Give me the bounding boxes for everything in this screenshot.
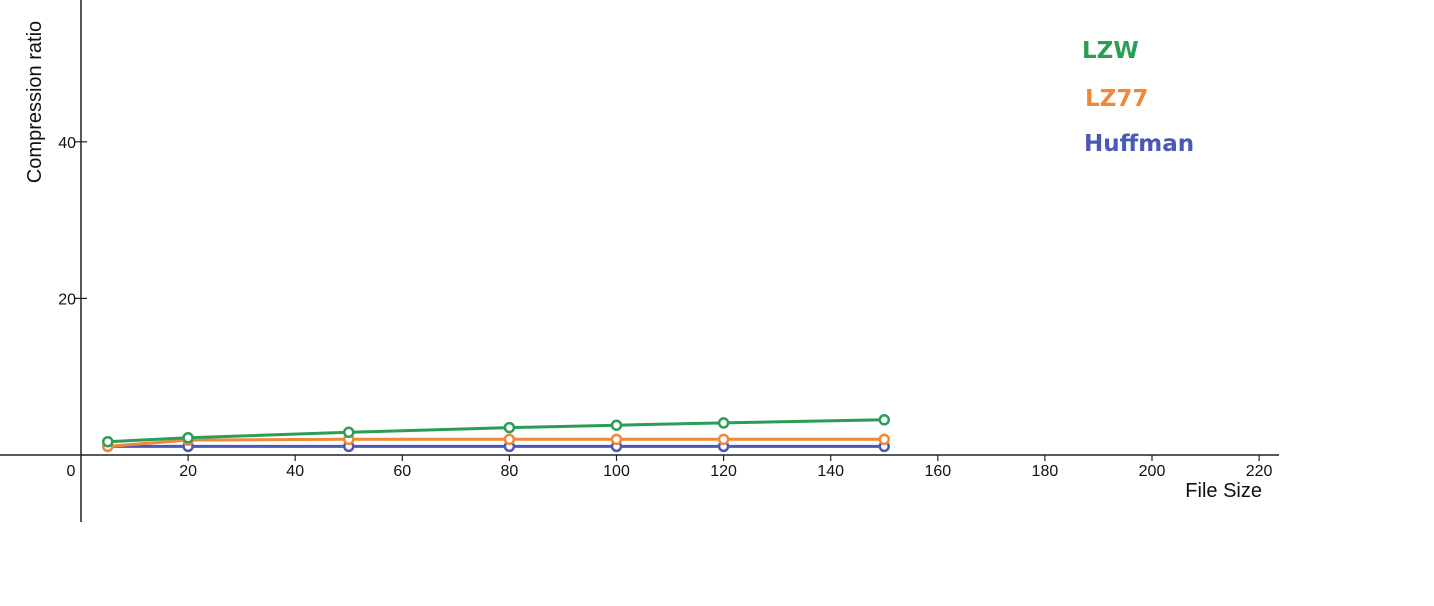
- data-point-lz77: [610, 433, 623, 446]
- legend-label-lz77: LZ77: [1085, 86, 1148, 112]
- data-point-lzw: [610, 419, 623, 431]
- y-tick-label: 40: [58, 135, 76, 152]
- x-tick-label: 140: [817, 463, 844, 480]
- x-tick-label: 220: [1246, 463, 1273, 480]
- data-point-lzw: [343, 426, 355, 439]
- legend-label-lzw: LZW: [1082, 38, 1139, 64]
- data-point-lzw: [102, 435, 114, 448]
- series-layer: [102, 414, 890, 453]
- legend-label-huffman: Huffman: [1084, 131, 1194, 157]
- data-point-lzw: [717, 417, 730, 429]
- x-axis-title: File Size: [1185, 480, 1262, 502]
- x-tick-label: 200: [1139, 463, 1166, 480]
- data-point-lz77: [878, 433, 890, 446]
- x-tick-label: 160: [924, 463, 951, 480]
- x-tick-label: 60: [393, 463, 411, 480]
- x-tick-label: 100: [603, 463, 630, 480]
- x-ticks: 20 40 60 80 100 120 140 160 180 200 220: [179, 455, 1273, 480]
- y-axis-title: Compression ratio: [24, 21, 46, 183]
- x-tick-label: 40: [286, 463, 304, 480]
- series-huffman: [102, 440, 890, 453]
- data-point-lzw: [878, 414, 890, 426]
- data-point-lz77: [503, 433, 516, 446]
- data-point-lz77: [717, 433, 730, 446]
- x-tick-label: 180: [1032, 463, 1059, 480]
- data-point-lzw: [182, 432, 194, 444]
- x-tick-label: 20: [179, 463, 197, 480]
- x-tick-label: 120: [710, 463, 737, 480]
- x-tick-label: 80: [501, 463, 519, 480]
- data-point-lzw: [503, 421, 516, 434]
- series-lzw: [102, 414, 890, 448]
- origin-tick-label: 0: [67, 463, 76, 480]
- legend: LZW LZ77 Huffman: [1082, 38, 1194, 157]
- y-tick-label: 20: [58, 291, 76, 308]
